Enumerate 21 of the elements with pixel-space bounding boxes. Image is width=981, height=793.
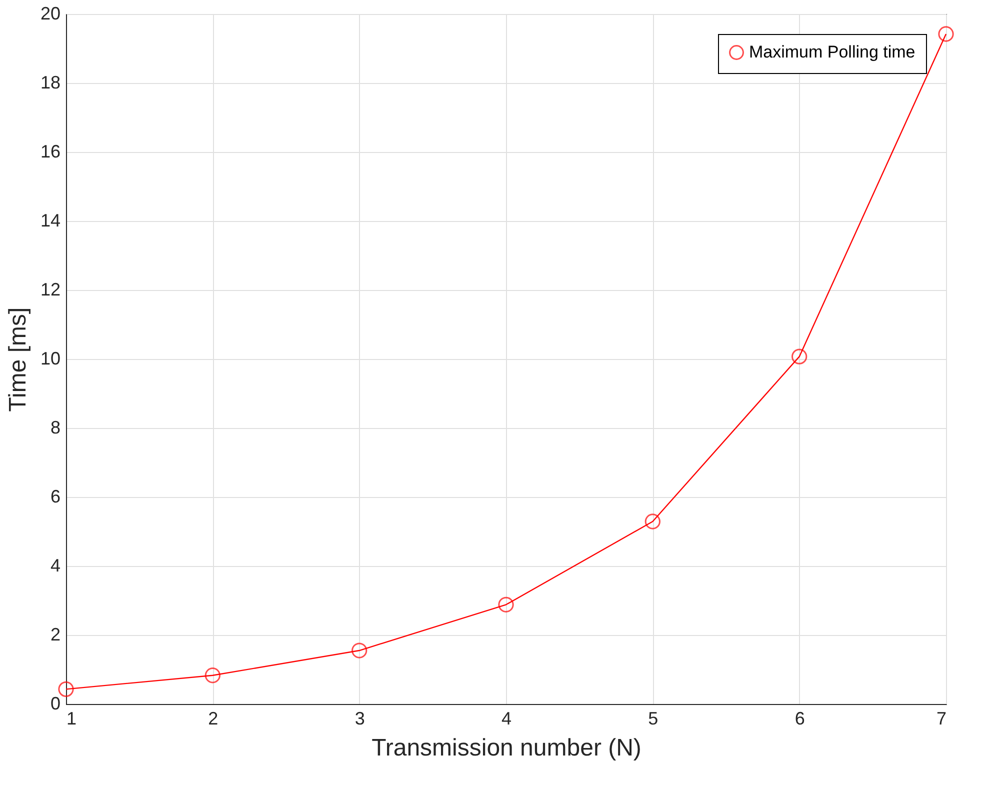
y-tick-label: 8 xyxy=(50,418,60,438)
y-tick-label: 0 xyxy=(50,694,60,714)
legend-label: Maximum Polling time xyxy=(749,42,916,62)
y-tick-label: 20 xyxy=(40,4,60,24)
x-tick-label: 4 xyxy=(501,708,512,728)
y-tick-label: 14 xyxy=(40,210,60,230)
x-tick-label: 7 xyxy=(936,708,946,728)
x-tick-label: 3 xyxy=(354,708,365,728)
x-axis-title: Transmission number (N) xyxy=(372,734,642,762)
y-axis-title: Time [ms] xyxy=(4,307,32,412)
x-tick-label: 1 xyxy=(66,708,77,728)
y-tick-label: 18 xyxy=(40,72,60,92)
y-tick-label: 16 xyxy=(40,142,60,162)
y-tick-label: 12 xyxy=(40,280,60,300)
x-tick-label: 5 xyxy=(648,708,658,728)
x-tick-label: 6 xyxy=(794,708,805,728)
y-tick-label: 4 xyxy=(50,556,60,576)
y-tick-label: 6 xyxy=(50,486,60,506)
y-tick-label: 2 xyxy=(50,624,60,644)
y-tick-label: 10 xyxy=(40,348,60,368)
x-tick-label: 2 xyxy=(208,708,218,728)
